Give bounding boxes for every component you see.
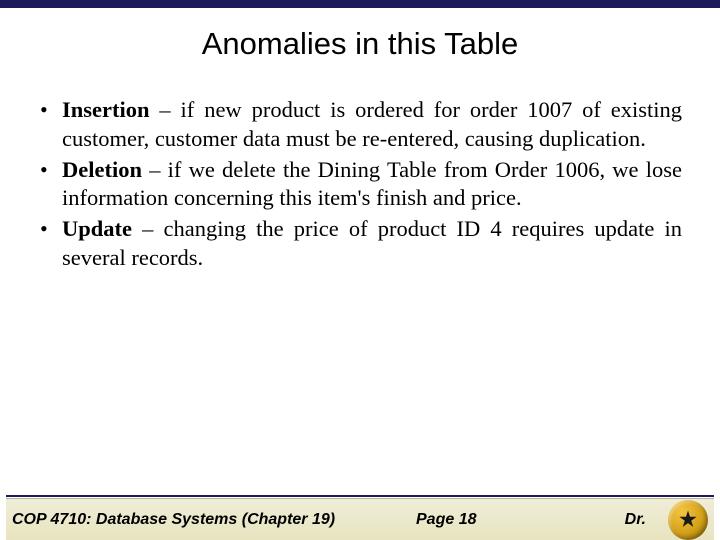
- bullet-text: – changing the price of product ID 4 req…: [62, 216, 682, 270]
- bullet-term: Insertion: [62, 97, 150, 122]
- bullet-item: Update – changing the price of product I…: [38, 215, 682, 273]
- footer-author: Dr.: [625, 511, 646, 529]
- footer-rule: [6, 495, 714, 497]
- ucf-logo: [668, 500, 708, 540]
- footer-course: COP 4710: Database Systems (Chapter 19): [12, 511, 335, 529]
- logo-circle: [668, 500, 708, 540]
- bullet-term: Deletion: [62, 157, 142, 182]
- footer-bar: COP 4710: Database Systems (Chapter 19) …: [6, 498, 714, 540]
- bullet-item: Insertion – if new product is ordered fo…: [38, 96, 682, 154]
- bullet-text: – if new product is ordered for order 10…: [62, 97, 682, 151]
- bullet-term: Update: [62, 216, 132, 241]
- slide-title: Anomalies in this Table: [0, 26, 720, 62]
- bullet-list: Insertion – if new product is ordered fo…: [38, 96, 682, 273]
- footer-page: Page 18: [416, 511, 476, 529]
- top-accent-bar: [0, 0, 720, 8]
- footer: COP 4710: Database Systems (Chapter 19) …: [0, 495, 720, 540]
- logo-star-icon: [679, 511, 697, 529]
- slide-content: Insertion – if new product is ordered fo…: [0, 96, 720, 273]
- bullet-item: Deletion – if we delete the Dining Table…: [38, 156, 682, 214]
- bullet-text: – if we delete the Dining Table from Ord…: [62, 157, 682, 211]
